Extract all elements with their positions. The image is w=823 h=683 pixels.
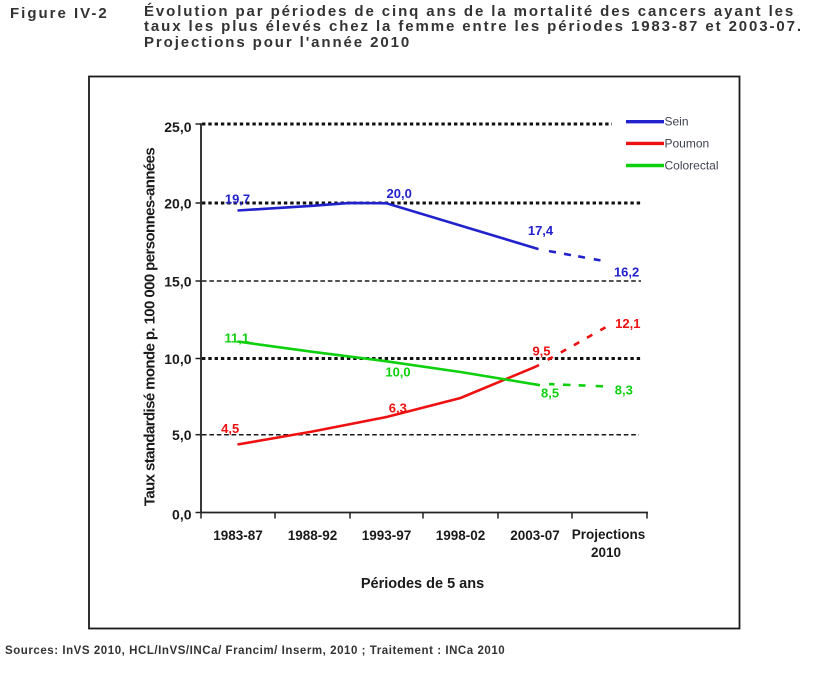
svg-text:10,0: 10,0 [385, 365, 410, 380]
svg-text:1988-92: 1988-92 [288, 528, 338, 543]
svg-text:12,1: 12,1 [615, 316, 640, 331]
svg-text:Poumon: Poumon [665, 136, 710, 150]
svg-text:Colorectal: Colorectal [665, 158, 719, 172]
svg-text:Taux standardisé monde p. 100: Taux standardisé monde p. 100 000 person… [142, 148, 159, 506]
svg-text:9,5: 9,5 [532, 343, 550, 358]
svg-text:15,0: 15,0 [164, 274, 191, 290]
svg-text:1998-02: 1998-02 [436, 528, 486, 543]
svg-text:17,4: 17,4 [528, 223, 554, 238]
svg-text:2010: 2010 [591, 545, 621, 560]
svg-text:11,1: 11,1 [225, 331, 250, 346]
svg-text:19,7: 19,7 [225, 192, 250, 207]
svg-text:20,0: 20,0 [164, 196, 191, 212]
svg-text:1993-97: 1993-97 [362, 528, 412, 543]
svg-text:0,0: 0,0 [172, 507, 192, 523]
svg-text:20,0: 20,0 [387, 186, 412, 201]
svg-text:6,3: 6,3 [389, 400, 407, 415]
svg-text:16,2: 16,2 [614, 265, 639, 280]
svg-text:4,5: 4,5 [221, 421, 239, 436]
svg-text:8,3: 8,3 [615, 383, 633, 398]
svg-text:8,5: 8,5 [541, 385, 559, 400]
svg-text:Projections: Projections [572, 527, 646, 542]
svg-text:5,0: 5,0 [172, 427, 192, 443]
svg-text:Sein: Sein [665, 115, 689, 129]
svg-text:Périodes de 5 ans: Périodes de 5 ans [361, 576, 484, 592]
svg-text:2003-07: 2003-07 [510, 528, 560, 543]
svg-text:25,0: 25,0 [164, 119, 191, 135]
svg-text:1983-87: 1983-87 [213, 528, 263, 543]
svg-text:10,0: 10,0 [164, 351, 191, 367]
